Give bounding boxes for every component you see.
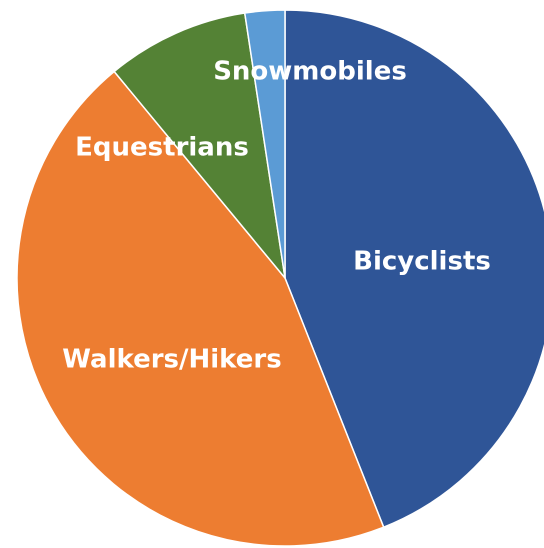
pie-slice <box>284 9 544 529</box>
pie-slice <box>113 12 287 281</box>
pie-slice <box>243 9 286 279</box>
pie-slice <box>16 70 385 547</box>
slice-label: Equestrians <box>75 133 249 163</box>
slice-label: Snowmobiles <box>213 57 407 87</box>
slice-label: Bicyclists <box>353 247 491 277</box>
slice-label: Walkers/Hikers <box>62 345 281 375</box>
